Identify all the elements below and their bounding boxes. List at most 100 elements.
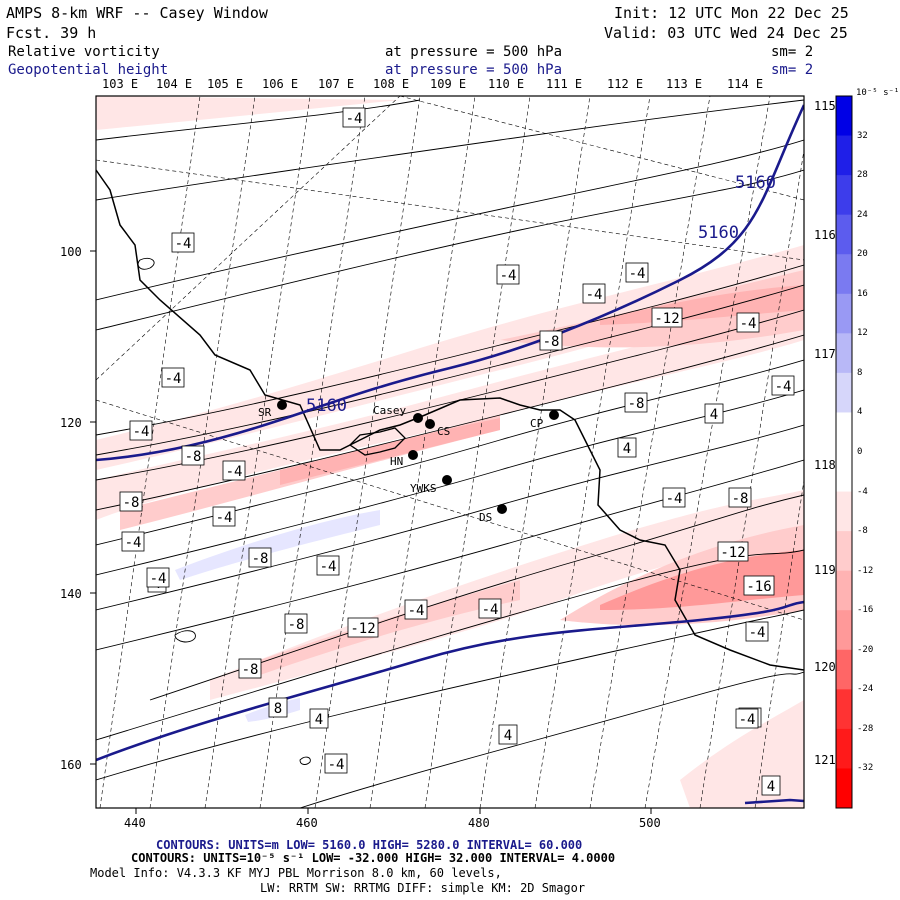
station-label: CP	[530, 417, 544, 430]
vorticity-label: -4	[346, 111, 363, 127]
lon-label: 113 E	[666, 77, 703, 91]
vorticity-label: -8	[242, 662, 259, 678]
vorticity-contour-info: CONTOURS: UNITS=10⁻⁵ s⁻¹ LOW= -32.000 HI…	[131, 851, 616, 865]
field1-level: at pressure = 500 hPa	[385, 44, 563, 60]
vorticity-label-box	[617, 437, 637, 458]
station-marker	[497, 504, 507, 514]
vorticity-label: -12	[720, 545, 745, 561]
station-marker	[413, 413, 423, 423]
lon-label: 104 E	[156, 77, 193, 91]
lon-label: 110 E	[488, 77, 525, 91]
shade-band	[600, 285, 804, 325]
grid-x-label: 500	[639, 816, 661, 830]
vorticity-label-box	[342, 107, 366, 128]
vorticity-label: -8	[185, 449, 202, 465]
station-label: SR	[258, 406, 272, 419]
shade-band	[96, 305, 804, 520]
init-time: Init: 12 UTC Mon 22 Dec 25	[614, 4, 849, 22]
lon-label: 106 E	[262, 77, 299, 91]
height-contour-info: CONTOURS: UNITS=m LOW= 5160.0 HIGH= 5280…	[156, 838, 583, 852]
colorbar-swatch	[836, 649, 852, 690]
station-label: Casey	[373, 404, 406, 417]
vorticity-label: 4	[710, 407, 718, 423]
colorbar-tick-label: -4	[857, 486, 868, 497]
colorbar-tick-label: 20	[857, 249, 868, 260]
map-frame	[95, 95, 805, 809]
lon-label: 103 E	[102, 77, 139, 91]
vorticity-label: -16	[746, 579, 771, 595]
field2-smoothing: sm= 2	[771, 62, 814, 78]
colorbar-tick-label: 16	[857, 288, 868, 299]
vorticity-label-box	[736, 312, 760, 333]
colorbar-swatch	[836, 372, 852, 413]
vorticity-label-box	[324, 753, 348, 774]
vorticity-label-box	[735, 708, 759, 729]
vorticity-label-box	[316, 555, 340, 576]
colorbar-tick-label: 32	[857, 130, 868, 141]
height-label: 5160	[698, 223, 739, 243]
station-label: HN	[390, 455, 403, 468]
vorticity-label: -8	[252, 551, 269, 567]
vorticity-label-box	[248, 547, 272, 568]
station-label: CS	[437, 425, 450, 438]
field1-smoothing: sm= 2	[771, 44, 814, 60]
colorbar-swatch	[836, 96, 852, 137]
vorticity-label-box	[745, 621, 769, 642]
vorticity-label-box	[347, 617, 379, 638]
vorticity-label-box	[268, 697, 288, 718]
colorbar-swatch	[836, 610, 852, 651]
vorticity-label: -4	[408, 603, 425, 619]
vorticity-label-box	[704, 403, 724, 424]
model-title: AMPS 8-km WRF -- Casey Window	[6, 4, 268, 22]
shade-band	[280, 418, 500, 485]
lon-label: 114 E	[727, 77, 764, 91]
grid-y-label: 140	[60, 587, 82, 601]
vorticity-label: -12	[350, 621, 375, 637]
vorticity-label-box	[146, 567, 170, 588]
vorticity-label-box	[582, 283, 606, 304]
colorbar-swatch	[836, 135, 852, 176]
colorbar-tick-label: 4	[857, 407, 863, 418]
colorbar-swatch	[836, 768, 852, 809]
grid-x-label: 460	[296, 816, 318, 830]
vorticity-label-box	[222, 460, 246, 481]
vorticity-label-box	[309, 708, 329, 729]
colorbar-swatch	[836, 412, 852, 453]
colorbar-tick-label: 12	[857, 328, 868, 339]
vorticity-label: -4	[629, 266, 646, 282]
vorticity-label: 4	[767, 779, 775, 795]
station-label: YWKS	[410, 482, 437, 495]
height-label: 5160	[735, 173, 776, 193]
vorticity-label-box	[238, 658, 262, 679]
height-contour-5160	[96, 104, 804, 462]
vorticity-label: -4	[586, 287, 603, 303]
vorticity-label-box	[284, 613, 308, 634]
vorticity-label: -4	[775, 379, 792, 395]
colorbar-tick-label: 28	[857, 170, 868, 181]
vorticity-label: -4	[226, 464, 243, 480]
colorbar	[836, 96, 852, 809]
vorticity-label: -4	[749, 625, 766, 641]
height-contour-5160	[744, 798, 804, 805]
colorbar-swatch	[836, 728, 852, 769]
vorticity-label-box	[539, 330, 563, 351]
lon-label: 112 E	[607, 77, 644, 91]
grid-y-label: 120	[60, 416, 82, 430]
field1-name: Relative vorticity	[8, 44, 160, 60]
physics-info: LW: RRTM SW: RRTMG DIFF: simple KM: 2D S…	[260, 881, 586, 895]
station-marker	[549, 410, 559, 420]
vorticity-label-box	[625, 262, 649, 283]
forecast-hour: Fcst. 39 h	[6, 24, 97, 42]
coastline	[348, 427, 406, 456]
vorticity-label-box	[496, 264, 520, 285]
vorticity-label-box	[662, 487, 686, 508]
lon-label: 105 E	[207, 77, 244, 91]
vorticity-label-box	[161, 367, 185, 388]
colorbar-swatch	[836, 175, 852, 216]
vorticity-label: 8	[274, 701, 282, 717]
vorticity-label: -4	[500, 268, 517, 284]
vorticity-label-box	[624, 392, 648, 413]
vorticity-label: -4	[666, 491, 683, 507]
colorbar-swatch	[836, 491, 852, 532]
